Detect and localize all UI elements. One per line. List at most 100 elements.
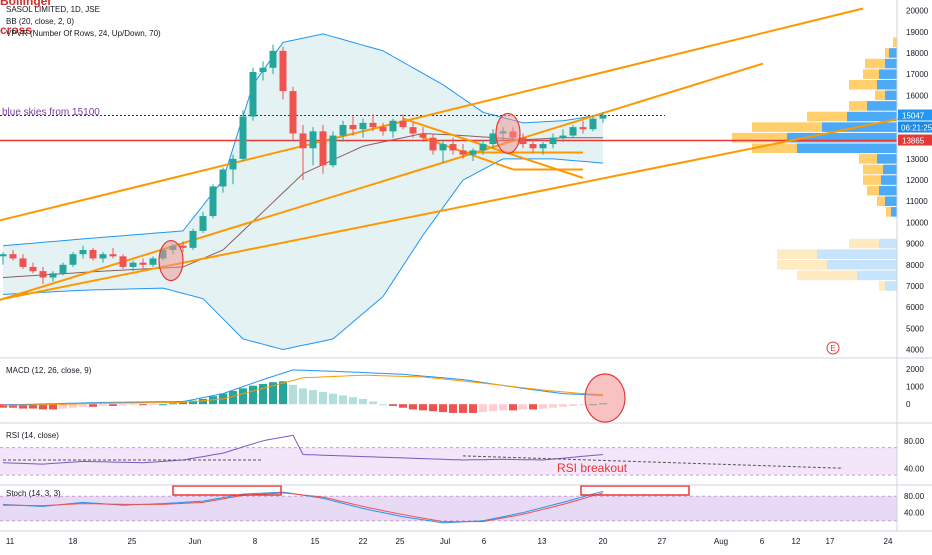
- candle-body[interactable]: [519, 137, 527, 145]
- candle-body[interactable]: [569, 127, 577, 136]
- candle-body[interactable]: [409, 127, 417, 134]
- candle-body[interactable]: [379, 127, 387, 132]
- candle-body[interactable]: [489, 133, 497, 145]
- candle-body[interactable]: [9, 254, 17, 259]
- stoch-d-line[interactable]: [2, 492, 604, 523]
- candle-body[interactable]: [459, 150, 467, 155]
- macd-histogram-bar: [489, 404, 497, 412]
- candle-body[interactable]: [149, 258, 157, 265]
- candle-body[interactable]: [539, 144, 547, 149]
- candle-body[interactable]: [479, 144, 487, 151]
- macd-label[interactable]: MACD (12, 26, close, 9): [6, 366, 92, 375]
- highlight-box[interactable]: [172, 485, 282, 496]
- candle-body[interactable]: [239, 116, 247, 159]
- candle-body[interactable]: [429, 137, 437, 151]
- rsi-trendline[interactable]: [462, 455, 844, 469]
- candle-body[interactable]: [319, 131, 327, 166]
- candle-body[interactable]: [389, 120, 397, 132]
- candle-body[interactable]: [579, 127, 587, 130]
- trendline[interactable]: [0, 62, 764, 305]
- candle-body[interactable]: [129, 262, 137, 267]
- candle-body[interactable]: [119, 256, 127, 267]
- trendline[interactable]: [0, 108, 932, 303]
- macd-histogram-bar: [229, 391, 237, 405]
- candle-body[interactable]: [49, 273, 57, 278]
- highlight-ellipse[interactable]: [584, 373, 626, 423]
- macd-histogram-bar: [479, 404, 487, 413]
- candle-body[interactable]: [99, 254, 107, 259]
- candle-body[interactable]: [229, 158, 237, 170]
- blue-skies-annotation[interactable]: blue skies from 15100: [2, 107, 100, 118]
- candle-body[interactable]: [29, 266, 37, 272]
- candle-body[interactable]: [329, 135, 337, 166]
- volume-profile-down-bar: [849, 238, 879, 249]
- volume-profile-down-bar: [849, 101, 867, 111]
- candle-body[interactable]: [449, 144, 457, 151]
- highlight-ellipse[interactable]: [158, 239, 184, 282]
- price-axis-tick: 12000: [906, 176, 929, 185]
- candle-body[interactable]: [189, 230, 197, 248]
- macd-histogram-bar: [329, 393, 337, 405]
- stoch-pane[interactable]: [0, 485, 897, 524]
- macd-histogram-bar: [439, 404, 447, 413]
- candle-body[interactable]: [79, 249, 87, 255]
- candle-body[interactable]: [259, 67, 267, 73]
- candle-body[interactable]: [549, 137, 557, 145]
- candle-body[interactable]: [109, 254, 117, 257]
- candle-body[interactable]: [439, 144, 447, 151]
- candle-body[interactable]: [589, 118, 597, 130]
- highlight-box[interactable]: [580, 485, 690, 496]
- stoch-label[interactable]: Stoch (14, 3, 3): [6, 489, 61, 498]
- volume-profile-down-bar: [863, 175, 881, 185]
- volume-profile-down-bar: [777, 249, 817, 259]
- candle-body[interactable]: [279, 50, 287, 92]
- candle-body[interactable]: [299, 133, 307, 149]
- candle-body[interactable]: [249, 72, 257, 117]
- legend-vpvr[interactable]: VPVR (Number Of Rows, 24, Up/Down, 70): [6, 29, 161, 38]
- candle-body[interactable]: [69, 254, 77, 265]
- bollinger-lower-line[interactable]: [2, 158, 604, 351]
- candle-body[interactable]: [469, 150, 477, 155]
- macd-histogram-bar: [59, 404, 67, 409]
- candle-body[interactable]: [59, 264, 67, 274]
- rsi-pane[interactable]: [0, 434, 897, 476]
- candle-body[interactable]: [559, 135, 567, 138]
- macd-histogram-bar: [19, 404, 27, 409]
- candle-body[interactable]: [219, 169, 227, 187]
- candle-body[interactable]: [599, 115, 607, 119]
- candle-body[interactable]: [359, 122, 367, 130]
- candle-body[interactable]: [209, 186, 217, 217]
- candle-body[interactable]: [269, 50, 277, 68]
- rsi-axis-tick: 40.00: [904, 464, 925, 473]
- candle-body[interactable]: [0, 254, 7, 257]
- candle-body[interactable]: [199, 216, 207, 231]
- rsi-breakout-annotation[interactable]: RSI breakout: [557, 461, 628, 475]
- trendline[interactable]: [422, 136, 514, 171]
- earnings-marker-icon[interactable]: [826, 341, 840, 355]
- candle-body[interactable]: [39, 271, 47, 278]
- rsi-label[interactable]: RSI (14, close): [6, 431, 59, 440]
- legend-bb[interactable]: BB (20, close, 2, 0): [6, 17, 74, 26]
- trendline[interactable]: [0, 7, 864, 224]
- legend-symbol[interactable]: SASOL LIMITED, 1D, JSE: [6, 5, 100, 14]
- candle-body[interactable]: [339, 124, 347, 136]
- candle-body[interactable]: [349, 124, 357, 130]
- candle-body[interactable]: [89, 249, 97, 259]
- candle-body[interactable]: [19, 258, 27, 267]
- hline-price-tag: [898, 134, 932, 146]
- candle-body[interactable]: [369, 122, 377, 128]
- candle-body[interactable]: [399, 120, 407, 128]
- highlight-ellipse[interactable]: [495, 112, 521, 155]
- rsi-line[interactable]: [2, 434, 604, 465]
- macd-pane[interactable]: [0, 369, 626, 423]
- candle-body[interactable]: [289, 91, 297, 134]
- candle-body[interactable]: [309, 131, 317, 149]
- candle-body[interactable]: [179, 245, 187, 248]
- candle-body[interactable]: [419, 133, 427, 138]
- candle-body[interactable]: [529, 144, 537, 149]
- macd-signal-line[interactable]: [2, 374, 604, 407]
- price-pane[interactable]: E: [0, 7, 932, 355]
- candle-body[interactable]: [139, 262, 147, 265]
